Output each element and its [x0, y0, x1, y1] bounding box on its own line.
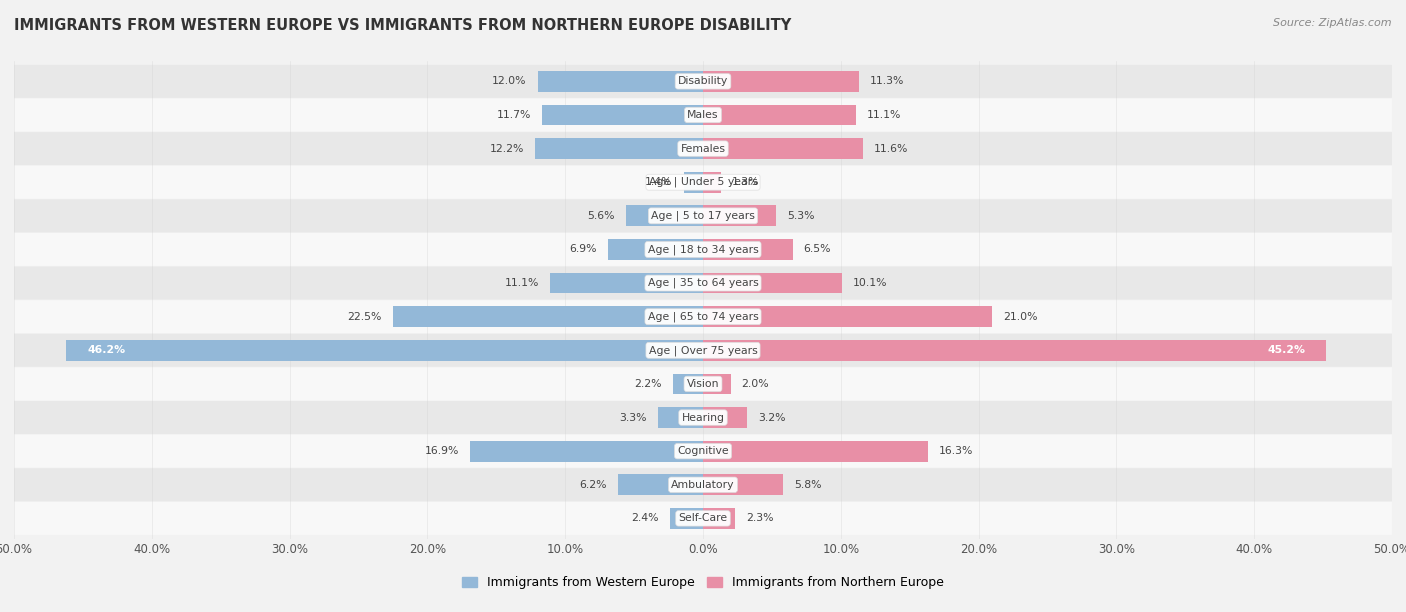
Text: 11.1%: 11.1%: [505, 278, 538, 288]
FancyBboxPatch shape: [14, 367, 1392, 400]
Text: 1.3%: 1.3%: [733, 177, 759, 187]
Text: 10.1%: 10.1%: [853, 278, 887, 288]
Bar: [392, 306, 703, 327]
Bar: [703, 474, 783, 495]
FancyBboxPatch shape: [14, 200, 1392, 233]
Text: Cognitive: Cognitive: [678, 446, 728, 456]
FancyBboxPatch shape: [14, 468, 1392, 501]
Bar: [537, 71, 703, 92]
Bar: [703, 306, 993, 327]
FancyBboxPatch shape: [14, 267, 1392, 299]
Text: 11.1%: 11.1%: [868, 110, 901, 120]
Text: Age | Under 5 years: Age | Under 5 years: [648, 177, 758, 187]
FancyBboxPatch shape: [14, 233, 1392, 266]
Text: 12.2%: 12.2%: [489, 144, 524, 154]
FancyBboxPatch shape: [14, 401, 1392, 434]
Bar: [683, 172, 703, 193]
Text: IMMIGRANTS FROM WESTERN EUROPE VS IMMIGRANTS FROM NORTHERN EUROPE DISABILITY: IMMIGRANTS FROM WESTERN EUROPE VS IMMIGR…: [14, 18, 792, 34]
Text: 45.2%: 45.2%: [1267, 345, 1305, 356]
FancyBboxPatch shape: [14, 300, 1392, 333]
Text: 16.3%: 16.3%: [939, 446, 973, 456]
Text: 2.4%: 2.4%: [631, 513, 659, 523]
Legend: Immigrants from Western Europe, Immigrants from Northern Europe: Immigrants from Western Europe, Immigran…: [457, 572, 949, 594]
Text: Vision: Vision: [686, 379, 720, 389]
Bar: [703, 373, 731, 394]
Text: 6.9%: 6.9%: [569, 244, 598, 255]
Text: Males: Males: [688, 110, 718, 120]
Text: Age | 65 to 74 years: Age | 65 to 74 years: [648, 312, 758, 322]
FancyBboxPatch shape: [14, 334, 1392, 367]
Bar: [703, 340, 1326, 360]
Text: 3.2%: 3.2%: [758, 412, 786, 422]
FancyBboxPatch shape: [14, 65, 1392, 98]
Text: 11.6%: 11.6%: [875, 144, 908, 154]
Text: Disability: Disability: [678, 76, 728, 86]
Text: 2.3%: 2.3%: [745, 513, 773, 523]
Bar: [658, 407, 703, 428]
Bar: [617, 474, 703, 495]
FancyBboxPatch shape: [14, 132, 1392, 165]
Bar: [703, 138, 863, 159]
Text: Age | 5 to 17 years: Age | 5 to 17 years: [651, 211, 755, 221]
Bar: [541, 105, 703, 125]
Bar: [550, 273, 703, 294]
Text: 3.3%: 3.3%: [619, 412, 647, 422]
Bar: [669, 508, 703, 529]
Text: Females: Females: [681, 144, 725, 154]
Bar: [66, 340, 703, 360]
Text: Age | 35 to 64 years: Age | 35 to 64 years: [648, 278, 758, 288]
Bar: [703, 407, 747, 428]
FancyBboxPatch shape: [14, 435, 1392, 468]
Text: 2.2%: 2.2%: [634, 379, 662, 389]
Text: 5.8%: 5.8%: [794, 480, 821, 490]
Bar: [703, 71, 859, 92]
Text: 2.0%: 2.0%: [741, 379, 769, 389]
Text: 5.3%: 5.3%: [787, 211, 814, 221]
Text: 11.3%: 11.3%: [870, 76, 904, 86]
Text: Self-Care: Self-Care: [679, 513, 727, 523]
Bar: [534, 138, 703, 159]
Text: 6.2%: 6.2%: [579, 480, 606, 490]
Text: 46.2%: 46.2%: [87, 345, 125, 356]
Text: Age | Over 75 years: Age | Over 75 years: [648, 345, 758, 356]
Text: 16.9%: 16.9%: [425, 446, 460, 456]
Bar: [607, 239, 703, 260]
Bar: [703, 239, 793, 260]
Bar: [470, 441, 703, 461]
Text: 11.7%: 11.7%: [496, 110, 531, 120]
Text: Age | 18 to 34 years: Age | 18 to 34 years: [648, 244, 758, 255]
Bar: [703, 172, 721, 193]
Text: 5.6%: 5.6%: [588, 211, 614, 221]
Text: 12.0%: 12.0%: [492, 76, 527, 86]
Bar: [703, 105, 856, 125]
Bar: [703, 441, 928, 461]
Bar: [626, 206, 703, 226]
Bar: [703, 508, 735, 529]
Bar: [672, 373, 703, 394]
Text: Hearing: Hearing: [682, 412, 724, 422]
Bar: [703, 206, 776, 226]
Text: Ambulatory: Ambulatory: [671, 480, 735, 490]
Text: 6.5%: 6.5%: [804, 244, 831, 255]
Bar: [703, 273, 842, 294]
FancyBboxPatch shape: [14, 99, 1392, 132]
Text: 1.4%: 1.4%: [645, 177, 672, 187]
Text: 21.0%: 21.0%: [1004, 312, 1038, 322]
FancyBboxPatch shape: [14, 166, 1392, 199]
Text: 22.5%: 22.5%: [347, 312, 382, 322]
FancyBboxPatch shape: [14, 502, 1392, 535]
Text: Source: ZipAtlas.com: Source: ZipAtlas.com: [1274, 18, 1392, 28]
